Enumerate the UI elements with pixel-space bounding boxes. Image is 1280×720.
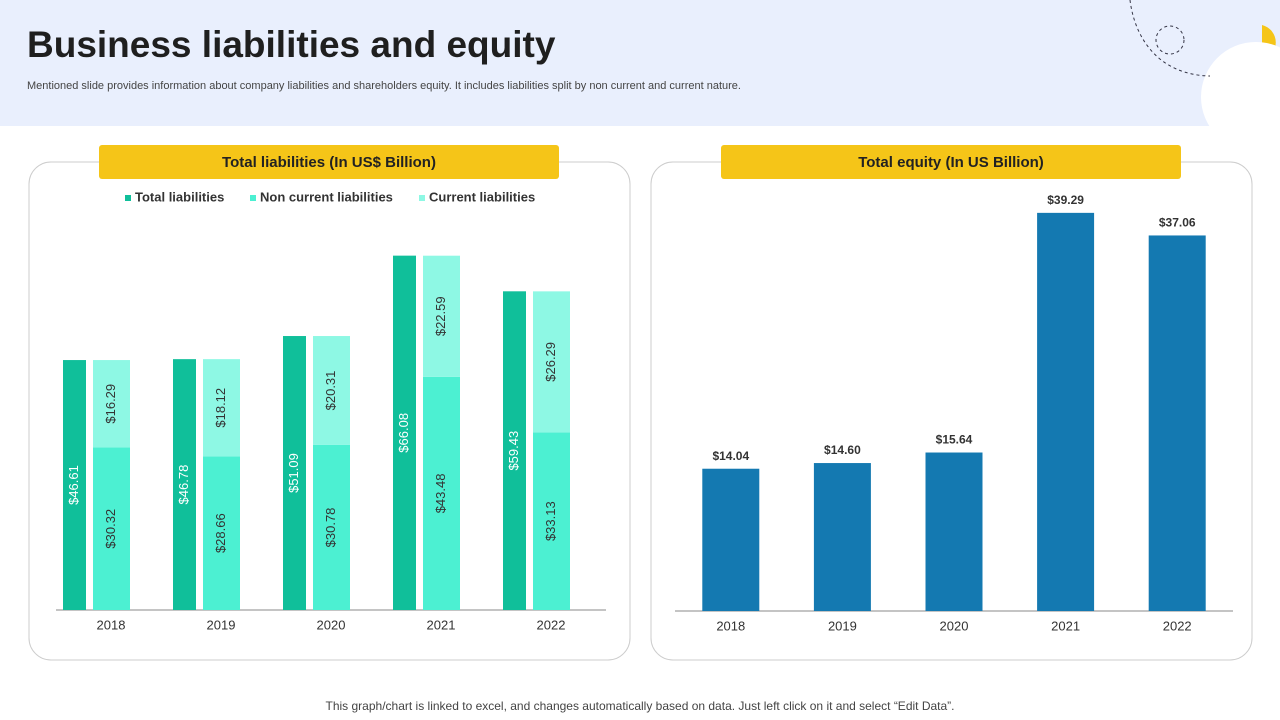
data-label: $14.04 xyxy=(712,449,749,463)
bar xyxy=(93,447,130,610)
data-label: $37.06 xyxy=(1159,216,1196,230)
footnote: This graph/chart is linked to excel, and… xyxy=(326,699,955,713)
bar xyxy=(63,360,86,610)
data-label: $16.29 xyxy=(103,384,118,424)
x-tick-label: 2022 xyxy=(537,617,566,632)
data-label: $46.78 xyxy=(176,465,191,505)
bar xyxy=(203,359,240,457)
x-tick-label: 2018 xyxy=(97,617,126,632)
x-tick-label: 2018 xyxy=(716,618,745,633)
bar xyxy=(283,336,306,610)
x-tick-label: 2021 xyxy=(427,617,456,632)
data-label: $28.66 xyxy=(213,513,228,553)
legend-label: Total liabilities xyxy=(135,189,224,204)
data-label: $66.08 xyxy=(396,413,411,453)
x-tick-label: 2021 xyxy=(1051,618,1080,633)
x-tick-label: 2020 xyxy=(940,618,969,633)
data-label: $33.13 xyxy=(543,501,558,541)
slide-subtitle: Mentioned slide provides information abo… xyxy=(27,80,741,92)
data-label: $15.64 xyxy=(936,433,973,447)
decor-circle xyxy=(1201,42,1280,152)
data-label: $22.59 xyxy=(433,296,448,336)
bar xyxy=(702,468,760,611)
bar xyxy=(93,360,130,448)
bar xyxy=(203,456,240,610)
x-tick-label: 2020 xyxy=(317,617,346,632)
bar xyxy=(533,291,570,433)
x-tick-label: 2019 xyxy=(828,618,857,633)
chart-title: Total equity (In US Billion) xyxy=(858,154,1044,171)
legend-label: Current liabilities xyxy=(429,189,535,204)
data-label: $26.29 xyxy=(543,342,558,382)
x-tick-label: 2022 xyxy=(1163,618,1192,633)
data-label: $59.43 xyxy=(506,431,521,471)
bar xyxy=(813,463,871,611)
x-tick-label: 2019 xyxy=(207,617,236,632)
legend-marker xyxy=(419,195,425,201)
data-label: $18.12 xyxy=(213,388,228,428)
legend-label: Non current liabilities xyxy=(260,189,393,204)
data-label: $20.31 xyxy=(323,371,338,411)
data-label: $46.61 xyxy=(66,465,81,505)
slide-title: Business liabilities and equity xyxy=(27,24,556,65)
bar xyxy=(393,255,416,610)
bar xyxy=(925,452,983,611)
data-label: $30.32 xyxy=(103,509,118,549)
panel-title-box xyxy=(99,145,559,179)
header-band xyxy=(0,0,1280,126)
bar xyxy=(173,359,196,610)
bar xyxy=(533,432,570,610)
decor-dashed-line xyxy=(1129,0,1211,77)
legend-marker xyxy=(250,195,256,201)
bar xyxy=(1148,235,1206,611)
legend-marker xyxy=(125,195,131,201)
bar xyxy=(423,255,460,377)
chart-title: Total liabilities (In US$ Billion) xyxy=(222,154,436,171)
bar xyxy=(503,291,526,610)
decor-dashed-circle xyxy=(1155,25,1185,55)
panel-title-box xyxy=(721,145,1181,179)
bar xyxy=(313,336,350,445)
bar xyxy=(313,444,350,610)
data-label: $14.60 xyxy=(824,443,861,457)
data-label: $43.48 xyxy=(433,474,448,514)
data-label: $30.78 xyxy=(323,508,338,548)
bar xyxy=(423,376,460,610)
data-label: $39.29 xyxy=(1047,193,1084,207)
data-label: $51.09 xyxy=(286,453,301,493)
bar xyxy=(1037,212,1095,611)
